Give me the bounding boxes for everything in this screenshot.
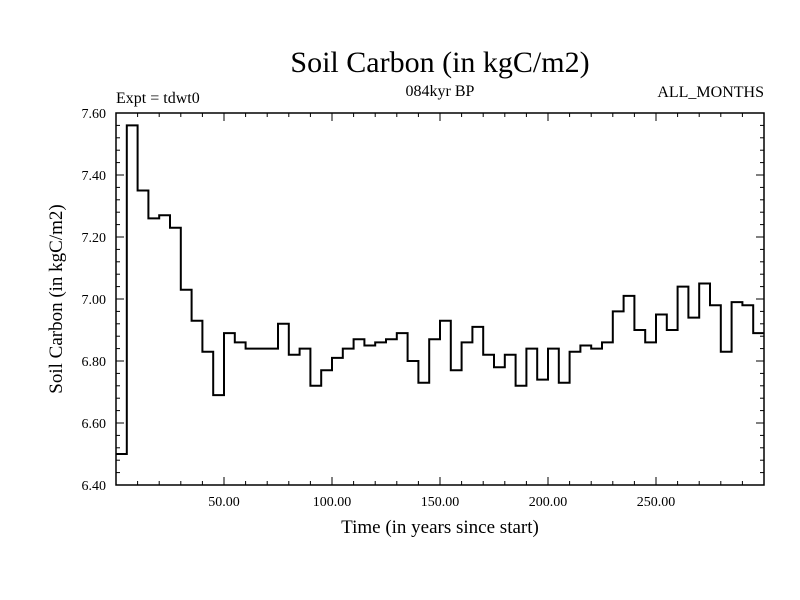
x-tick-label: 150.00 bbox=[421, 495, 460, 510]
y-tick-label: 7.20 bbox=[82, 231, 107, 246]
y-axis-label: Soil Carbon (in kgC/m2) bbox=[46, 204, 67, 393]
series-layer bbox=[116, 124, 764, 455]
experiment-label: Expt = tdwt0 bbox=[116, 90, 200, 107]
chart-title: Soil Carbon (in kgC/m2) bbox=[290, 46, 589, 79]
x-axis-label: Time (in years since start) bbox=[341, 517, 539, 538]
x-tick-label: 200.00 bbox=[529, 495, 568, 510]
y-tick-label: 6.60 bbox=[82, 417, 107, 432]
x-tick-label: 250.00 bbox=[637, 495, 676, 510]
series-line bbox=[116, 124, 764, 455]
plot-frame bbox=[115, 112, 765, 486]
y-axis: 6.40 6.60 6.80 7.00 7.20 7.40 7.60 bbox=[82, 107, 764, 494]
months-label: ALL_MONTHS bbox=[657, 84, 764, 101]
y-tick-label: 7.00 bbox=[82, 293, 107, 308]
x-axis: 50.00 100.00 150.00 200.00 250.00 bbox=[137, 113, 743, 510]
y-tick-label: 7.40 bbox=[82, 169, 107, 184]
y-tick-label: 6.80 bbox=[82, 355, 107, 370]
chart-subtitle: 084kyr BP bbox=[406, 83, 475, 100]
y-tick-label: 6.40 bbox=[82, 479, 107, 494]
x-tick-label: 100.00 bbox=[313, 495, 352, 510]
x-tick-label: 50.00 bbox=[208, 495, 240, 510]
y-tick-label: 7.60 bbox=[82, 107, 107, 122]
